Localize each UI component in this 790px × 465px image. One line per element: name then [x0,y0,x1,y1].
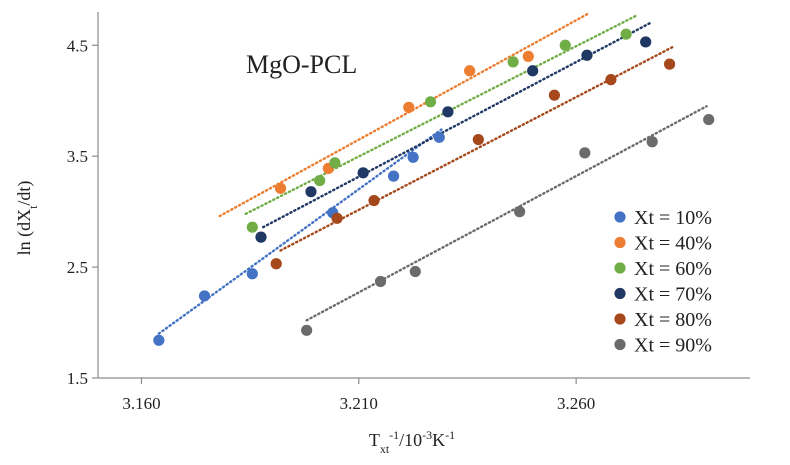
legend-marker [614,211,626,223]
point-series-1 [407,151,419,163]
point-series-1 [387,170,400,182]
data-points [153,28,715,346]
point-series-5 [270,258,282,270]
point-series-2 [403,101,415,113]
point-series-6 [579,147,591,159]
legend-label: Xt = 90% [634,335,712,357]
point-series-4 [255,231,267,243]
point-series-3 [314,174,326,187]
legend-marker [614,262,626,274]
point-series-3 [329,157,341,169]
point-series-4 [442,106,454,118]
legend: Xt = 10% Xt = 40% Xt = 60% Xt = 70% Xt = 80%… [614,207,712,357]
trendline-series-3 [244,14,639,216]
y-tick-label: 3.5 [67,147,88,166]
y-tick-label: 4.5 [67,36,88,55]
point-series-5 [472,133,484,146]
trendline-series-2 [218,11,591,218]
trendline-series-6 [305,105,708,322]
chart-title: MgO-PCL [246,50,357,79]
legend-label: Xt = 60% [634,258,712,280]
point-series-5 [605,74,617,86]
legend-label: Xt = 70% [634,284,712,306]
point-series-5 [548,89,561,101]
legend-marker [614,236,626,249]
point-series-3 [246,221,258,233]
x-tick-label: 3.260 [557,394,595,413]
point-series-5 [663,58,676,70]
point-series-1 [153,334,165,346]
point-series-2 [522,50,534,62]
point-series-1 [246,268,258,280]
point-series-4 [305,186,317,198]
legend-marker [614,338,626,351]
y-tick-label: 1.5 [67,369,88,388]
x-axis-title: Txt-1/10-3K-1 [369,428,455,456]
point-series-1 [433,131,445,143]
x-tick-label: 3.160 [122,394,160,413]
legend-marker [614,313,626,325]
point-series-5 [368,194,380,207]
legend-label: Xt = 80% [634,309,712,331]
y-axis-title: ln (dXt/dt) [14,181,40,256]
point-series-4 [640,36,652,48]
point-series-6 [409,265,421,278]
point-series-4 [527,65,539,77]
point-series-3 [559,39,571,51]
point-series-3 [424,96,437,108]
point-series-3 [620,28,632,40]
point-series-4 [357,167,369,179]
legend-marker [614,287,626,300]
x-tick-label: 3.210 [340,394,378,413]
point-series-2 [464,65,476,77]
axes: 1.5 2.5 3.5 4.5 3.160 3.210 3.260 [67,12,750,413]
point-series-5 [331,212,343,224]
point-series-1 [198,290,211,302]
y-tick-label: 2.5 [67,258,88,277]
legend-label: Xt = 10% [634,207,712,229]
point-series-6 [646,136,658,148]
point-series-2 [274,182,287,194]
point-series-6 [374,275,387,288]
point-series-3 [507,56,519,68]
legend-label: Xt = 40% [634,233,712,255]
point-series-6 [514,206,526,218]
point-series-6 [301,324,313,336]
point-series-6 [703,113,715,126]
point-series-4 [581,49,593,61]
